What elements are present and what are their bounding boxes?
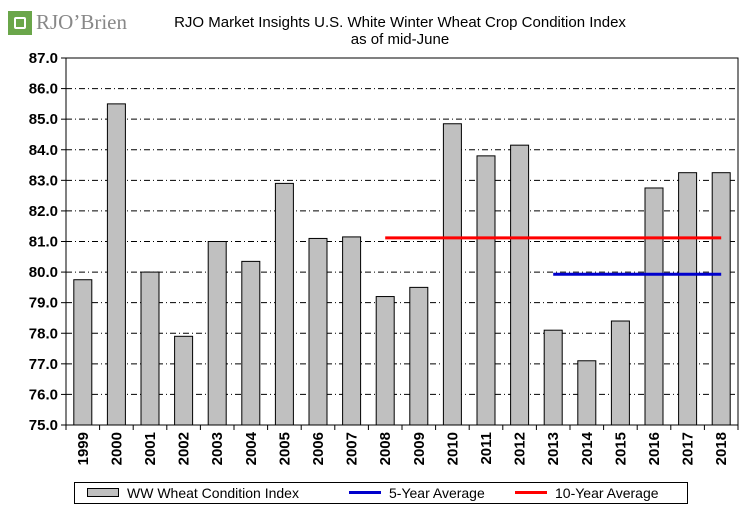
- y-tick-label: 85.0: [29, 111, 58, 128]
- x-tick-label: 2006: [310, 432, 327, 465]
- y-tick-label: 81.0: [29, 234, 58, 251]
- legend-label-10yr: 10-Year Average: [555, 485, 659, 501]
- x-tick-label: 2015: [612, 432, 629, 465]
- x-tick-label: 2000: [108, 432, 125, 465]
- logo-mark-icon: [8, 11, 32, 35]
- x-tick-label: 2012: [512, 432, 529, 465]
- x-tick-label: 2002: [176, 432, 193, 465]
- legend-swatch-10yr: [515, 491, 547, 494]
- x-tick-label: 2010: [444, 432, 461, 465]
- x-tick-label: 2001: [142, 432, 159, 465]
- bar: [711, 172, 731, 426]
- bar: [73, 279, 93, 426]
- bar: [644, 187, 664, 426]
- y-tick-label: 76.0: [29, 386, 58, 403]
- x-tick-label: 2011: [478, 432, 495, 465]
- y-tick-label: 80.0: [29, 264, 58, 281]
- x-tick-label: 2016: [646, 432, 663, 465]
- y-tick-label: 78.0: [29, 325, 58, 342]
- y-tick-label: 83.0: [29, 172, 58, 189]
- bar-chart: 75.0 76.0 77.0 78.0 79.0 80.0 81.0 82.0 83.0 84.0…: [29, 50, 739, 465]
- bar: [207, 241, 227, 426]
- x-tick-label: 2005: [276, 432, 293, 465]
- rjobrien-logo: RJO’Brien: [8, 10, 133, 36]
- chart-subtitle: as of mid-June: [350, 31, 450, 48]
- x-tick-label: 2007: [344, 432, 361, 465]
- chart-legend: WW Wheat Condition Index 5-Year Average …: [74, 482, 688, 504]
- y-tick-label: 87.0: [29, 50, 58, 67]
- x-tick-label: 2008: [377, 432, 394, 465]
- bar: [241, 260, 261, 426]
- x-tick-label: 1999: [75, 432, 92, 465]
- bar: [106, 103, 126, 426]
- legend-label-5yr: 5-Year Average: [389, 485, 485, 501]
- legend-swatch-bars: [87, 488, 119, 497]
- y-tick-label: 79.0: [29, 295, 58, 312]
- bar: [375, 296, 395, 426]
- x-tick-label: 2017: [680, 432, 697, 465]
- chart-title-block: RJO Market Insights U.S. White Winter Wh…: [140, 14, 660, 48]
- bar: [409, 286, 429, 426]
- y-tick-label: 77.0: [29, 356, 58, 373]
- x-tick-label: 2018: [713, 432, 730, 465]
- bar: [610, 320, 630, 426]
- x-tick-label: 2013: [545, 432, 562, 465]
- bar: [476, 155, 496, 426]
- x-tick-label: 2014: [579, 431, 596, 465]
- bar: [274, 182, 294, 426]
- y-tick-label: 86.0: [29, 81, 58, 98]
- bar: [510, 144, 530, 426]
- bar: [174, 335, 194, 426]
- y-tick-label: 75.0: [29, 417, 58, 434]
- x-tick-label: 2003: [209, 432, 226, 465]
- legend-swatch-5yr: [349, 491, 381, 494]
- y-tick-label: 84.0: [29, 142, 58, 159]
- bar: [442, 123, 462, 426]
- bar: [577, 360, 597, 426]
- bar: [342, 236, 362, 426]
- y-tick-label: 82.0: [29, 203, 58, 220]
- bar: [678, 172, 698, 426]
- x-tick-label: 2004: [243, 431, 260, 465]
- logo-text: RJO’Brien: [36, 10, 127, 34]
- legend-label-bars: WW Wheat Condition Index: [127, 485, 299, 501]
- x-tick-label: 2009: [411, 432, 428, 465]
- bar: [308, 237, 328, 426]
- bar: [543, 329, 563, 426]
- bar: [140, 271, 160, 426]
- chart-title: RJO Market Insights U.S. White Winter Wh…: [174, 14, 626, 31]
